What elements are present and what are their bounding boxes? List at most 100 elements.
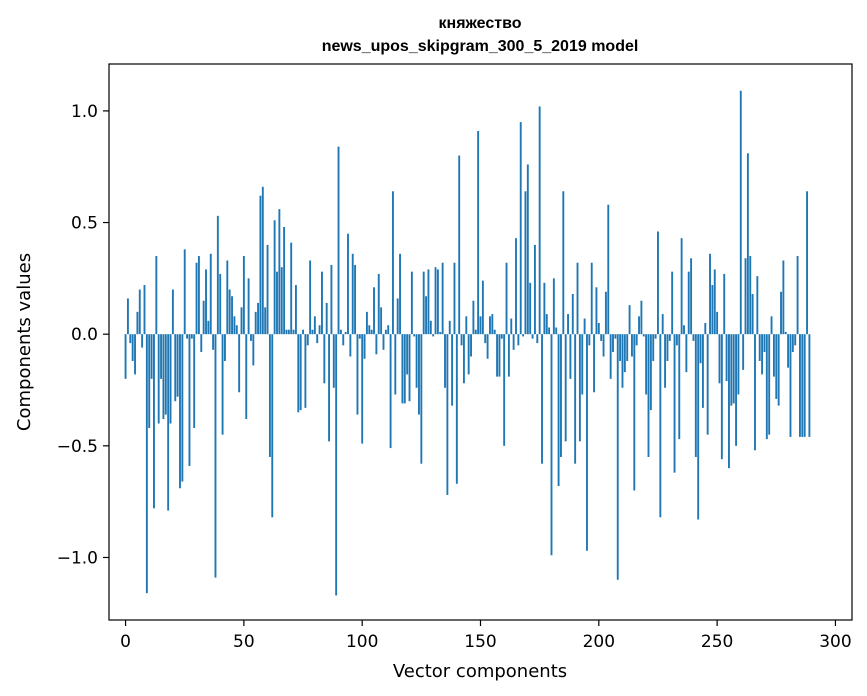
- bar-256: [730, 334, 733, 406]
- bar-159: [500, 334, 503, 339]
- bar-144: [465, 316, 468, 335]
- x-axis-label: Vector components: [393, 661, 567, 682]
- bar-17: [164, 334, 167, 415]
- bar-75: [302, 329, 304, 335]
- bar-199: [595, 287, 598, 335]
- bar-181: [552, 278, 555, 335]
- bar-205: [609, 334, 612, 379]
- bar-29: [193, 334, 196, 428]
- bar-192: [578, 334, 581, 442]
- x-tick-label: 250: [701, 632, 733, 652]
- bar-200: [597, 323, 600, 335]
- bar-126: [422, 271, 425, 335]
- bar-83: [321, 271, 323, 335]
- bar-48: [238, 334, 241, 393]
- bar-278: [782, 260, 785, 335]
- bar-281: [789, 334, 792, 437]
- bar-163: [510, 318, 513, 335]
- y-axis-label: Components values: [14, 253, 35, 431]
- y-tick-label: 1.0: [71, 102, 98, 122]
- bar-180: [550, 334, 553, 556]
- bar-193: [581, 334, 584, 395]
- bar-117: [401, 334, 404, 404]
- bar-177: [543, 282, 546, 335]
- bar-257: [732, 334, 735, 404]
- bar-266: [754, 334, 756, 451]
- bar-123: [415, 334, 418, 388]
- bar-252: [720, 334, 723, 460]
- bar-206: [612, 334, 614, 353]
- bar-101: [363, 334, 366, 359]
- bar-60: [266, 244, 269, 335]
- bar-173: [533, 244, 536, 335]
- bar-103: [368, 325, 371, 335]
- bar-227: [661, 314, 664, 335]
- bar-236: [683, 325, 685, 335]
- x-tick-label: 200: [583, 632, 615, 652]
- bar-97: [354, 264, 357, 335]
- bar-169: [524, 191, 527, 335]
- bar-209: [619, 334, 622, 361]
- bar-208: [616, 334, 619, 580]
- bar-40: [219, 273, 222, 335]
- bar-66: [280, 267, 283, 335]
- bar-237: [685, 334, 688, 373]
- y-axis-ticks: −1.0 −0.5 0.0 0.5 1.0: [57, 102, 109, 568]
- bar-113: [392, 191, 394, 335]
- bar-248: [711, 285, 714, 335]
- bar-216: [635, 334, 638, 346]
- bar-239: [690, 258, 693, 335]
- bar-133: [439, 331, 442, 335]
- bar-45: [231, 296, 233, 335]
- bar-243: [699, 334, 702, 364]
- bar-92: [342, 334, 345, 346]
- bar-152: [484, 334, 487, 344]
- bar-178: [545, 314, 548, 335]
- bar-238: [687, 271, 690, 335]
- bar-249: [713, 269, 716, 335]
- bar-211: [623, 334, 626, 373]
- bar-25: [183, 249, 186, 335]
- bar-105: [373, 287, 375, 335]
- bar-119: [406, 334, 409, 375]
- bar-36: [209, 253, 212, 335]
- bar-140: [455, 334, 458, 484]
- bar-226: [659, 334, 662, 518]
- bar-218: [640, 300, 643, 335]
- bar-8: [143, 285, 146, 335]
- bar-207: [614, 334, 617, 339]
- bar-90: [337, 146, 340, 335]
- bar-7: [141, 334, 144, 348]
- bar-187: [567, 314, 569, 335]
- bar-41: [221, 334, 224, 435]
- bar-267: [756, 276, 759, 335]
- bar-269: [761, 334, 764, 375]
- bar-190: [574, 334, 577, 464]
- bar-99: [358, 334, 361, 339]
- bar-13: [155, 256, 158, 335]
- bar-72: [294, 285, 297, 335]
- bar-157: [496, 334, 499, 377]
- bar-55: [254, 311, 257, 335]
- bar-153: [486, 334, 489, 359]
- bar-68: [285, 329, 288, 335]
- bar-124: [418, 334, 420, 415]
- bar-143: [462, 334, 465, 384]
- bar-198: [593, 334, 596, 393]
- bar-213: [628, 305, 631, 335]
- chart-title: княжество news_upos_skipgram_300_5_2019 …: [322, 15, 639, 55]
- bar-244: [701, 334, 704, 408]
- bar-204: [607, 204, 610, 335]
- bar-274: [772, 334, 775, 377]
- bar-42: [224, 334, 226, 361]
- bar-220: [645, 334, 648, 395]
- bar-35: [207, 320, 210, 335]
- bar-19: [169, 334, 172, 424]
- bar-242: [697, 334, 700, 520]
- bar-149: [477, 130, 480, 335]
- bar-131: [434, 267, 437, 335]
- bar-50: [242, 256, 245, 335]
- bar-230: [668, 334, 671, 341]
- bar-81: [316, 334, 319, 344]
